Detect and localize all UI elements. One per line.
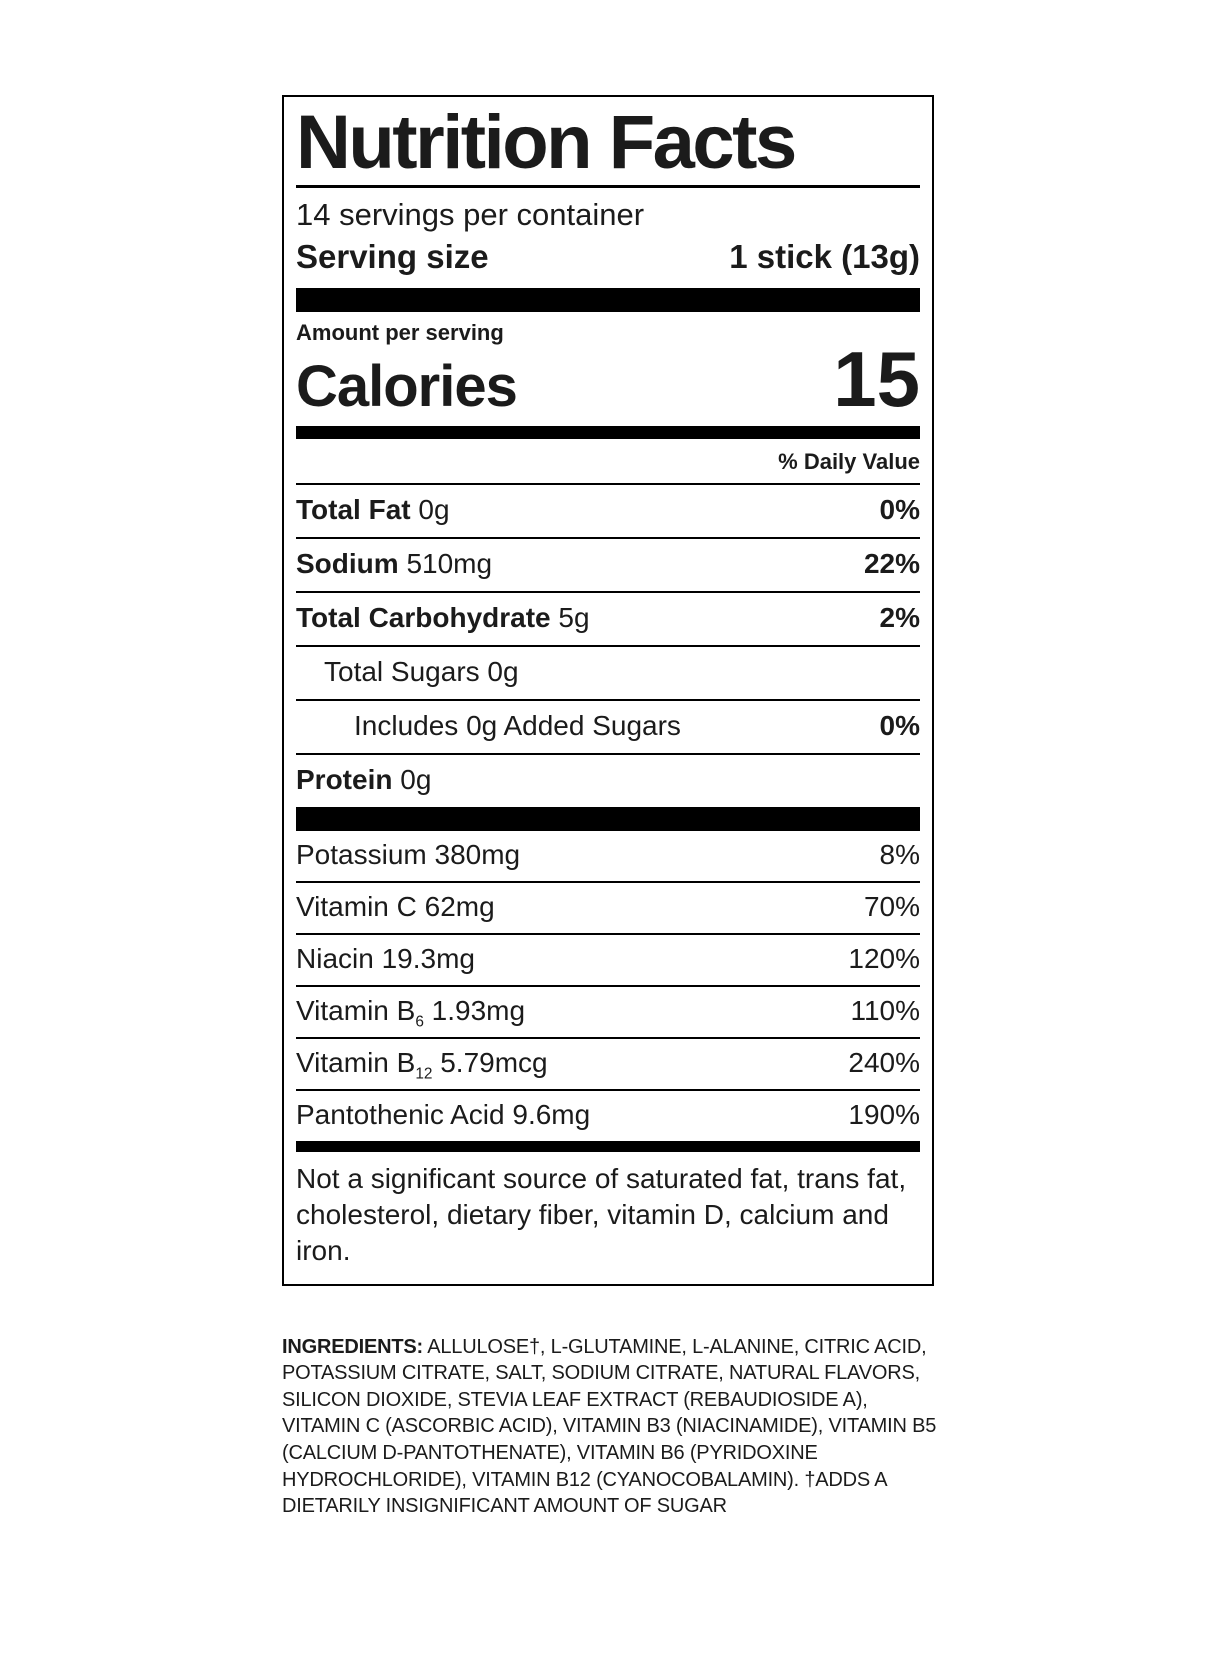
separator-bar-thin xyxy=(296,1140,920,1152)
nutrient-row: Total Fat 0g 0% xyxy=(296,482,920,537)
nutrient-name-amount: Vitamin C 62mg xyxy=(296,891,495,923)
calories-value: 15 xyxy=(833,334,920,423)
nutrient-daily-value: 70% xyxy=(863,891,920,923)
nutrient-name-amount: Niacin 19.3mg xyxy=(296,943,475,975)
nutrient-row: Potassium 380mg 8% xyxy=(296,831,920,883)
separator-bar-thick xyxy=(296,288,920,313)
nutrient-row: Includes 0g Added Sugars 0% xyxy=(296,698,920,753)
ingredients-text: ALLULOSE†, L-GLUTAMINE, L-ALANINE, CITRI… xyxy=(282,1335,937,1518)
nutrient-daily-value: 8% xyxy=(879,839,920,871)
nutrient-daily-value: 22% xyxy=(863,548,920,580)
nutrient-daily-value: 0% xyxy=(879,494,920,526)
nutrient-name-amount: Pantothenic Acid 9.6mg xyxy=(296,1099,591,1131)
nutrient-name-amount: Total Sugars 0g xyxy=(324,656,519,688)
nutrient-daily-value: 0% xyxy=(879,710,920,742)
nutrient-daily-value: 190% xyxy=(848,1099,920,1131)
servings-per-container: 14 servings per container xyxy=(296,197,645,232)
nutrient-name-amount: Sodium 510mg xyxy=(296,548,493,580)
nutrient-name-amount: Potassium 380mg xyxy=(296,839,521,871)
nutrient-daily-value: 110% xyxy=(850,995,920,1027)
vitamin-mineral-rows: Potassium 380mg 8% Vitamin C 62mg 70% Niacin… xyxy=(296,831,920,1141)
separator-bar-medium xyxy=(296,425,920,439)
panel-title: Nutrition Facts xyxy=(296,105,920,188)
serving-size-label: Serving size xyxy=(296,237,489,275)
nutrient-row: Vitamin B6 1.93mg 110% xyxy=(296,987,920,1039)
separator-bar-thick xyxy=(296,806,920,831)
main-nutrient-rows: Total Fat 0g 0% Sodium 510mg 22% Total Carbo… xyxy=(296,482,920,807)
nutrient-name-amount: Total Fat 0g xyxy=(296,494,450,526)
not-significant-footnote: Not a significant source of saturated fa… xyxy=(296,1162,907,1267)
serving-size-value: 1 stick (13g) xyxy=(729,237,920,275)
nutrient-row: Total Carbohydrate 5g 2% xyxy=(296,590,920,645)
nutrient-name-amount: Protein 0g xyxy=(296,764,432,796)
nutrient-row: Sodium 510mg 22% xyxy=(296,536,920,591)
page-content: Nutrition Facts 14 servings per containe… xyxy=(282,95,936,1520)
nutrient-row: Vitamin C 62mg 70% xyxy=(296,883,920,935)
ingredients-paragraph: INGREDIENTS: ALLULOSE†, L-GLUTAMINE, L-A… xyxy=(282,1334,950,1520)
nutrient-daily-value: 2% xyxy=(879,602,920,634)
nutrient-row: Pantothenic Acid 9.6mg 190% xyxy=(296,1091,920,1141)
nutrient-name-amount: Vitamin B6 1.93mg xyxy=(296,995,526,1031)
nutrient-row: Total Sugars 0g xyxy=(296,644,920,699)
nutrient-row: Vitamin B12 5.79mcg 240% xyxy=(296,1039,920,1091)
nutrient-name-amount: Includes 0g Added Sugars xyxy=(354,710,681,742)
daily-value-header: % Daily Value xyxy=(778,448,920,474)
ingredients-heading: INGREDIENTS: xyxy=(282,1335,423,1358)
nutrient-daily-value: 120% xyxy=(848,943,920,975)
nutrient-daily-value: 240% xyxy=(848,1047,920,1079)
nutrient-name-amount: Vitamin B12 5.79mcg xyxy=(296,1047,548,1083)
calories-row: Calories 15 xyxy=(296,334,920,423)
nutrition-facts-panel: Nutrition Facts 14 servings per containe… xyxy=(282,95,934,1286)
calories-label: Calories xyxy=(296,353,518,419)
amount-per-serving-label: Amount per serving xyxy=(296,320,504,346)
nutrient-row: Protein 0g xyxy=(296,752,920,807)
nutrient-name-amount: Total Carbohydrate 5g xyxy=(296,602,590,634)
nutrient-row: Niacin 19.3mg 120% xyxy=(296,935,920,987)
serving-size-row: Serving size 1 stick (13g) xyxy=(296,237,920,277)
